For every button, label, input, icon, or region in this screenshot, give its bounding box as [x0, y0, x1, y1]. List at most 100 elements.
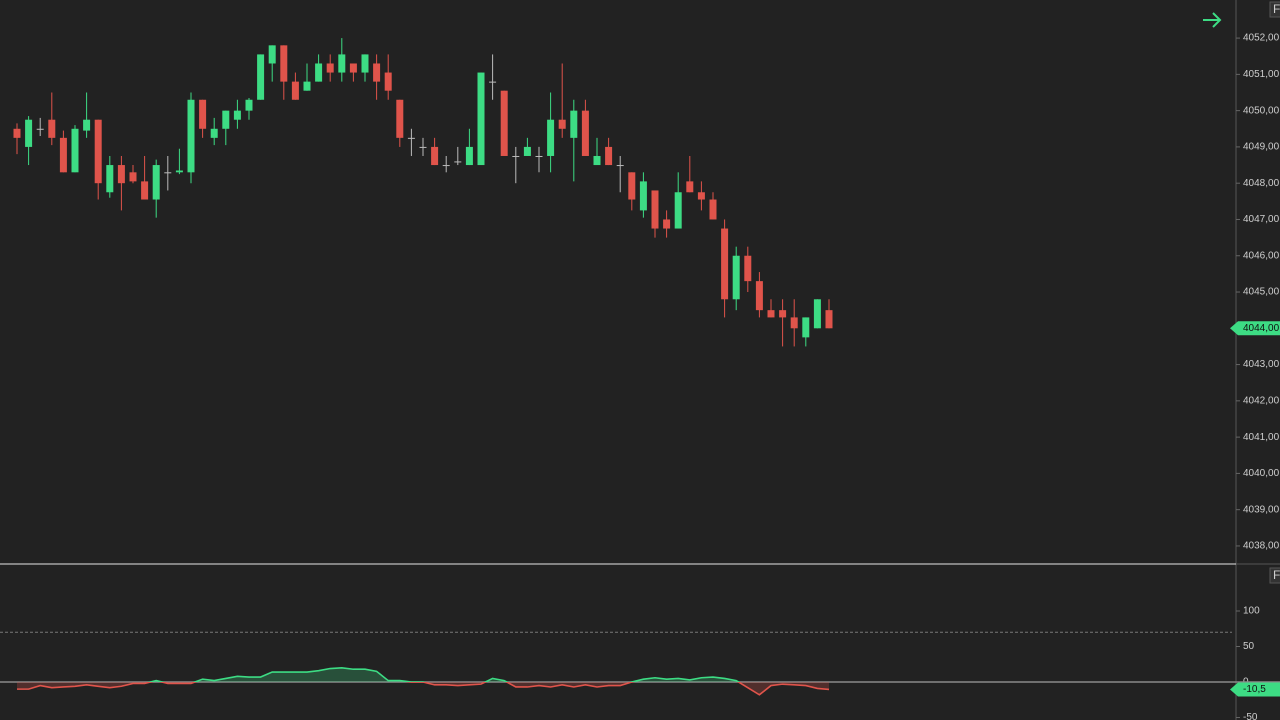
candle-body — [431, 146, 439, 166]
y-tick-label: 4050,00 — [1243, 105, 1280, 116]
candle-body — [465, 146, 473, 166]
line-positive — [147, 667, 741, 682]
candle-body — [593, 155, 601, 166]
candle-body — [709, 199, 717, 220]
candle-body — [500, 90, 508, 156]
candle-body — [25, 119, 33, 147]
candle-body — [326, 63, 334, 73]
scale-button[interactable] — [1269, 1, 1280, 18]
candle-body — [732, 255, 740, 300]
candle-body — [129, 172, 137, 182]
candle-body — [674, 192, 682, 229]
candle-body — [535, 155, 543, 157]
candle-body — [802, 317, 810, 338]
candle-body — [744, 255, 752, 282]
candle-body — [558, 119, 566, 129]
candle-body — [547, 119, 555, 156]
candle-body — [686, 181, 694, 193]
candle-body — [152, 165, 160, 200]
candle-body — [199, 99, 207, 129]
candle-body — [164, 172, 172, 174]
candle-body — [651, 190, 659, 229]
candle-body — [233, 110, 241, 120]
candle-body — [291, 81, 299, 100]
candle-body — [570, 110, 578, 138]
y-tick-label: 4051,00 — [1243, 69, 1280, 80]
candle-body — [71, 128, 79, 173]
candle-body — [523, 146, 531, 156]
candle-body — [303, 81, 311, 91]
candle-body — [384, 72, 392, 91]
candle-body — [48, 119, 56, 138]
candle-body — [489, 81, 497, 83]
scroll-to-latest[interactable] — [1203, 12, 1222, 28]
candle-body — [36, 128, 44, 130]
scale-button-label: F — [1273, 2, 1280, 16]
candle-body — [767, 310, 775, 318]
candle-body — [407, 137, 415, 139]
candle-body — [628, 172, 636, 200]
candle-body — [222, 110, 230, 129]
candle-body — [187, 99, 195, 173]
candle-body — [605, 146, 613, 166]
candle-body — [477, 72, 485, 166]
candle-body — [813, 299, 821, 329]
y-tick-label: 4045,00 — [1243, 287, 1280, 298]
scale-button-label: F — [1273, 568, 1280, 582]
candle-body — [280, 45, 288, 82]
candle-body — [512, 155, 520, 157]
candle-body — [117, 165, 125, 184]
candle-body — [361, 54, 369, 73]
y-tick-label: 4043,00 — [1243, 359, 1280, 370]
y-tick-label: 50 — [1243, 641, 1255, 652]
last-value-label: -10,5 — [1243, 684, 1266, 695]
candle-body — [94, 119, 102, 184]
y-tick-label: 4049,00 — [1243, 142, 1280, 153]
candle-body — [257, 54, 265, 100]
candle-body — [825, 310, 833, 329]
candle-body — [779, 310, 787, 318]
candle-body — [697, 192, 705, 200]
candle-body — [419, 146, 427, 148]
y-tick-label: 4040,00 — [1243, 468, 1280, 479]
last-price-marker — [1230, 321, 1280, 336]
candle-body — [616, 165, 624, 167]
area-positive — [150, 667, 739, 682]
y-tick-label: 4038,00 — [1243, 541, 1280, 552]
last-value-marker — [1230, 682, 1280, 697]
y-tick-label: 4052,00 — [1243, 33, 1280, 44]
scale-button[interactable] — [1269, 567, 1280, 584]
y-tick-label: -50 — [1243, 712, 1258, 720]
candle-body — [373, 63, 381, 82]
candle-body — [106, 165, 114, 193]
candle-body — [581, 110, 589, 156]
candle-body — [315, 63, 323, 82]
y-tick-label: 4039,00 — [1243, 504, 1280, 515]
candle-body — [442, 165, 450, 167]
candle-body — [338, 54, 346, 73]
candle-body — [721, 228, 729, 300]
candle-body — [396, 99, 404, 138]
candle-body — [210, 128, 218, 138]
area-negative — [17, 682, 829, 695]
y-tick-label: 4046,00 — [1243, 250, 1280, 261]
candle-body — [13, 128, 21, 138]
candle-body — [59, 137, 67, 173]
y-tick-label: 4047,00 — [1243, 214, 1280, 225]
candle-body — [268, 45, 276, 64]
candle-body — [454, 161, 462, 163]
candle-body — [83, 119, 91, 131]
candle-body — [175, 170, 183, 173]
y-tick-label: 100 — [1243, 606, 1260, 617]
line-negative — [17, 682, 830, 696]
candle-body — [245, 99, 253, 111]
candle-body — [663, 219, 671, 229]
candle-body — [790, 317, 798, 329]
candle-body — [141, 181, 149, 200]
y-tick-label: 4042,00 — [1243, 395, 1280, 406]
y-tick-label: 4041,00 — [1243, 432, 1280, 443]
last-price-label: 4044,00 — [1243, 323, 1280, 334]
